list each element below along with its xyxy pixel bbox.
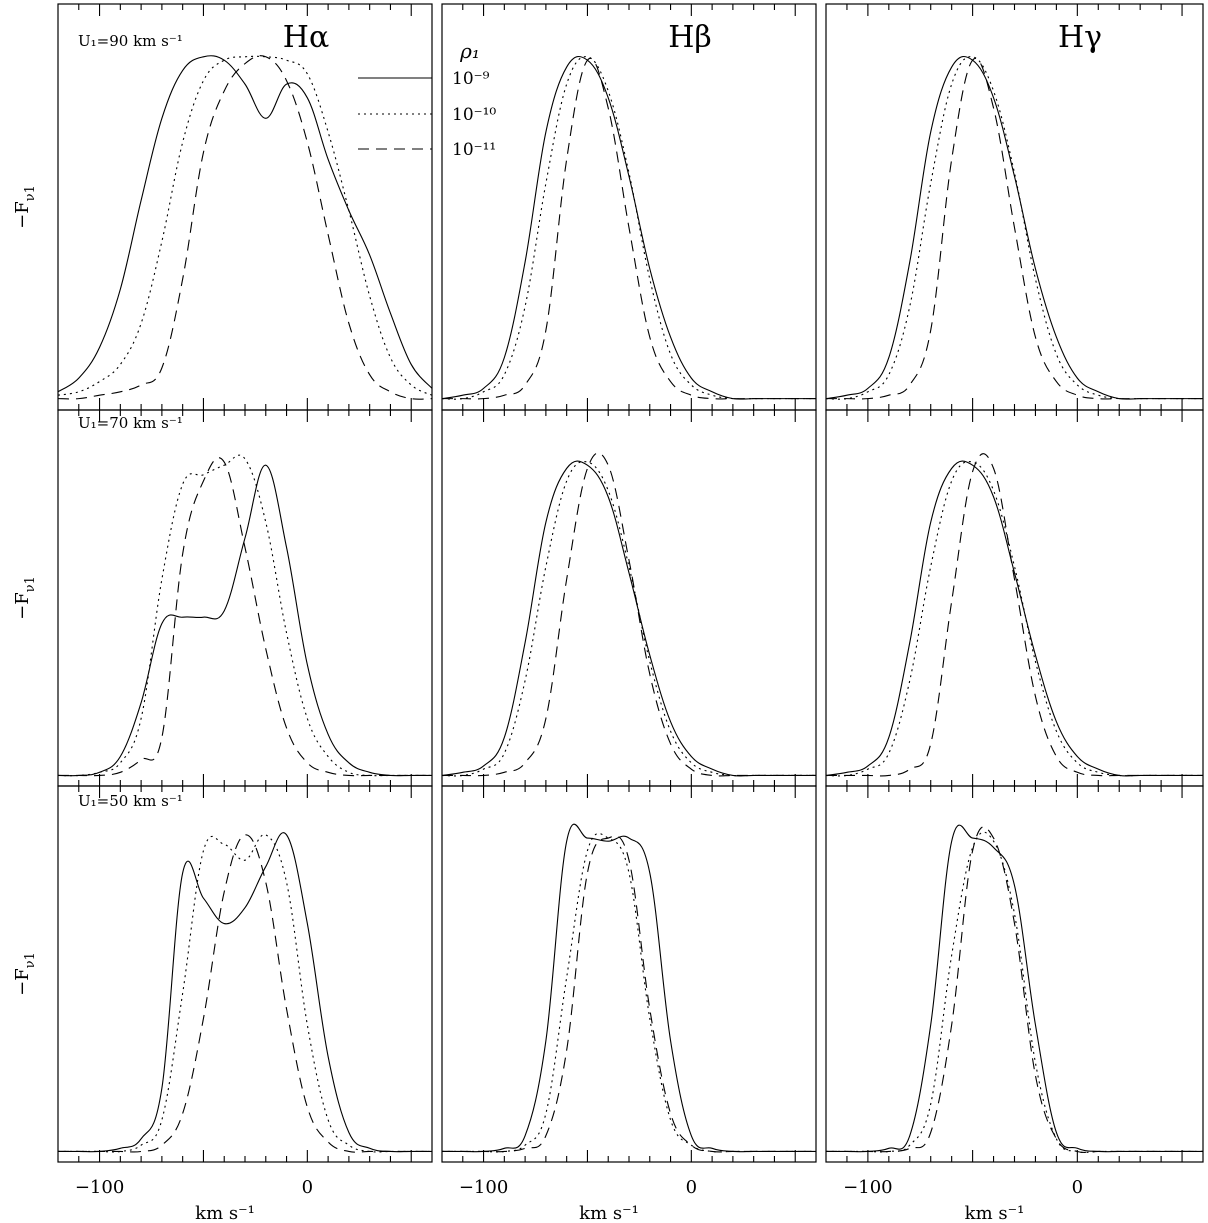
series-line-dotted xyxy=(825,461,1203,777)
series-line-solid xyxy=(441,460,816,777)
series-line-dotted xyxy=(441,461,816,777)
x-tick-label: 0 xyxy=(302,1177,313,1198)
svg-text:−Fν1: −Fν1 xyxy=(12,576,38,620)
x-axis-label: km s⁻¹ xyxy=(579,1203,639,1223)
series-line-dotted xyxy=(825,831,1203,1154)
panel-2-1 xyxy=(441,785,817,1163)
series-line-solid xyxy=(57,832,432,1153)
panel-frame xyxy=(57,3,433,411)
legend-title: ρ₁ xyxy=(459,39,480,63)
y-axis-label: −Fν1 xyxy=(12,952,38,996)
panel-frame xyxy=(57,409,433,787)
panel-1-0 xyxy=(57,409,433,787)
x-tick-label: 0 xyxy=(1072,1177,1083,1198)
x-tick-label: −100 xyxy=(75,1177,124,1198)
series-line-dashed xyxy=(442,57,816,400)
panel-frame xyxy=(441,409,817,787)
series-line-solid xyxy=(825,460,1203,777)
series-line-dotted xyxy=(441,56,816,400)
panel-2-0 xyxy=(57,785,433,1163)
series-line-dashed xyxy=(825,826,1203,1154)
panel-0-2 xyxy=(825,3,1204,411)
x-tick-label: −100 xyxy=(843,1177,892,1198)
panel-1-2 xyxy=(825,409,1204,787)
column-title: Hβ xyxy=(668,20,712,55)
row-label: U₁=70 km s⁻¹ xyxy=(78,414,183,432)
panel-frame xyxy=(825,785,1204,1163)
row-label: U₁=90 km s⁻¹ xyxy=(78,32,183,50)
svg-text:−Fν1: −Fν1 xyxy=(12,185,38,229)
y-axis-label: −Fν1 xyxy=(12,185,38,229)
panel-frame xyxy=(825,409,1204,787)
series-line-dotted xyxy=(57,834,432,1153)
series-line-solid xyxy=(57,464,432,777)
series-line-dotted xyxy=(57,454,432,777)
column-title: Hγ xyxy=(1058,20,1102,55)
x-tick-label: 0 xyxy=(686,1177,697,1198)
panel-frame xyxy=(57,785,433,1163)
series-line-dotted xyxy=(441,832,816,1153)
column-title: Hα xyxy=(283,20,329,55)
series-line-dashed xyxy=(442,452,816,777)
series-line-solid xyxy=(441,823,816,1153)
series-line-dashed xyxy=(826,57,1203,400)
svg-text:−Fν1: −Fν1 xyxy=(12,952,38,996)
series-line-solid xyxy=(825,824,1203,1153)
panel-0-0 xyxy=(57,3,433,411)
panel-frame xyxy=(441,3,817,411)
legend-entry-label: 10⁻¹¹ xyxy=(452,140,496,160)
series-line-dotted xyxy=(825,56,1203,400)
panel-0-1 xyxy=(441,3,817,411)
series-line-dashed xyxy=(57,55,433,400)
series-line-dashed xyxy=(441,835,816,1153)
series-line-dashed xyxy=(57,834,432,1153)
series-line-dotted xyxy=(57,55,433,396)
panel-frame xyxy=(825,3,1204,411)
series-line-solid xyxy=(57,55,433,393)
y-axis-label: −Fν1 xyxy=(12,576,38,620)
x-axis-label: km s⁻¹ xyxy=(195,1203,255,1223)
x-tick-label: −100 xyxy=(459,1177,508,1198)
legend-entry-label: 10⁻¹⁰ xyxy=(452,105,496,125)
panel-1-1 xyxy=(441,409,817,787)
legend: ρ₁ 10⁻⁹ 10⁻¹⁰ 10⁻¹¹ xyxy=(358,39,496,160)
row-label: U₁=50 km s⁻¹ xyxy=(78,792,183,810)
series-line-dashed xyxy=(58,457,432,777)
panel-2-2 xyxy=(825,785,1204,1163)
x-axis-label: km s⁻¹ xyxy=(965,1203,1025,1223)
panel-frame xyxy=(441,785,817,1163)
series-line-dashed xyxy=(826,453,1203,777)
legend-entry-label: 10⁻⁹ xyxy=(452,69,490,89)
